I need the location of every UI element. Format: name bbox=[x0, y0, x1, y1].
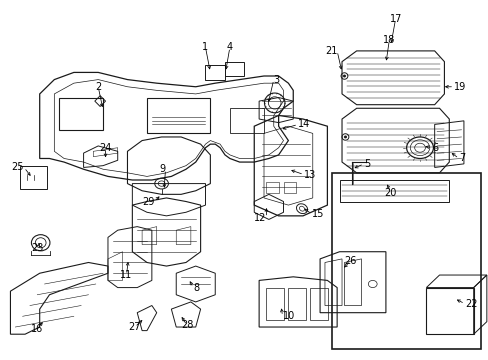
Text: 13: 13 bbox=[304, 170, 316, 180]
Text: 25: 25 bbox=[12, 162, 24, 172]
Text: 14: 14 bbox=[298, 120, 310, 129]
Text: 19: 19 bbox=[453, 82, 466, 92]
Text: 9: 9 bbox=[159, 164, 165, 174]
Text: 27: 27 bbox=[128, 322, 141, 332]
Text: 23: 23 bbox=[31, 243, 43, 253]
Text: 18: 18 bbox=[383, 35, 395, 45]
Text: 8: 8 bbox=[193, 283, 199, 293]
Text: 21: 21 bbox=[324, 46, 336, 56]
Text: 4: 4 bbox=[226, 42, 232, 52]
Text: 6: 6 bbox=[431, 143, 437, 153]
Text: 24: 24 bbox=[99, 143, 111, 153]
Text: 16: 16 bbox=[31, 324, 43, 334]
Text: 11: 11 bbox=[120, 270, 132, 280]
Text: 17: 17 bbox=[388, 14, 401, 24]
Text: 28: 28 bbox=[181, 320, 193, 330]
Text: 12: 12 bbox=[254, 213, 266, 222]
Text: 3: 3 bbox=[273, 75, 279, 85]
Ellipse shape bbox=[343, 75, 345, 77]
Text: 26: 26 bbox=[344, 256, 356, 266]
Ellipse shape bbox=[344, 136, 346, 138]
Text: 10: 10 bbox=[282, 311, 294, 321]
Text: 15: 15 bbox=[311, 209, 324, 219]
Text: 5: 5 bbox=[363, 159, 369, 169]
Text: 29: 29 bbox=[142, 197, 154, 207]
Bar bbox=[331, 173, 480, 348]
Text: 22: 22 bbox=[464, 299, 476, 309]
Text: 2: 2 bbox=[95, 82, 101, 92]
Text: 1: 1 bbox=[202, 42, 208, 52]
Text: 7: 7 bbox=[458, 153, 465, 163]
Text: 20: 20 bbox=[384, 188, 396, 198]
